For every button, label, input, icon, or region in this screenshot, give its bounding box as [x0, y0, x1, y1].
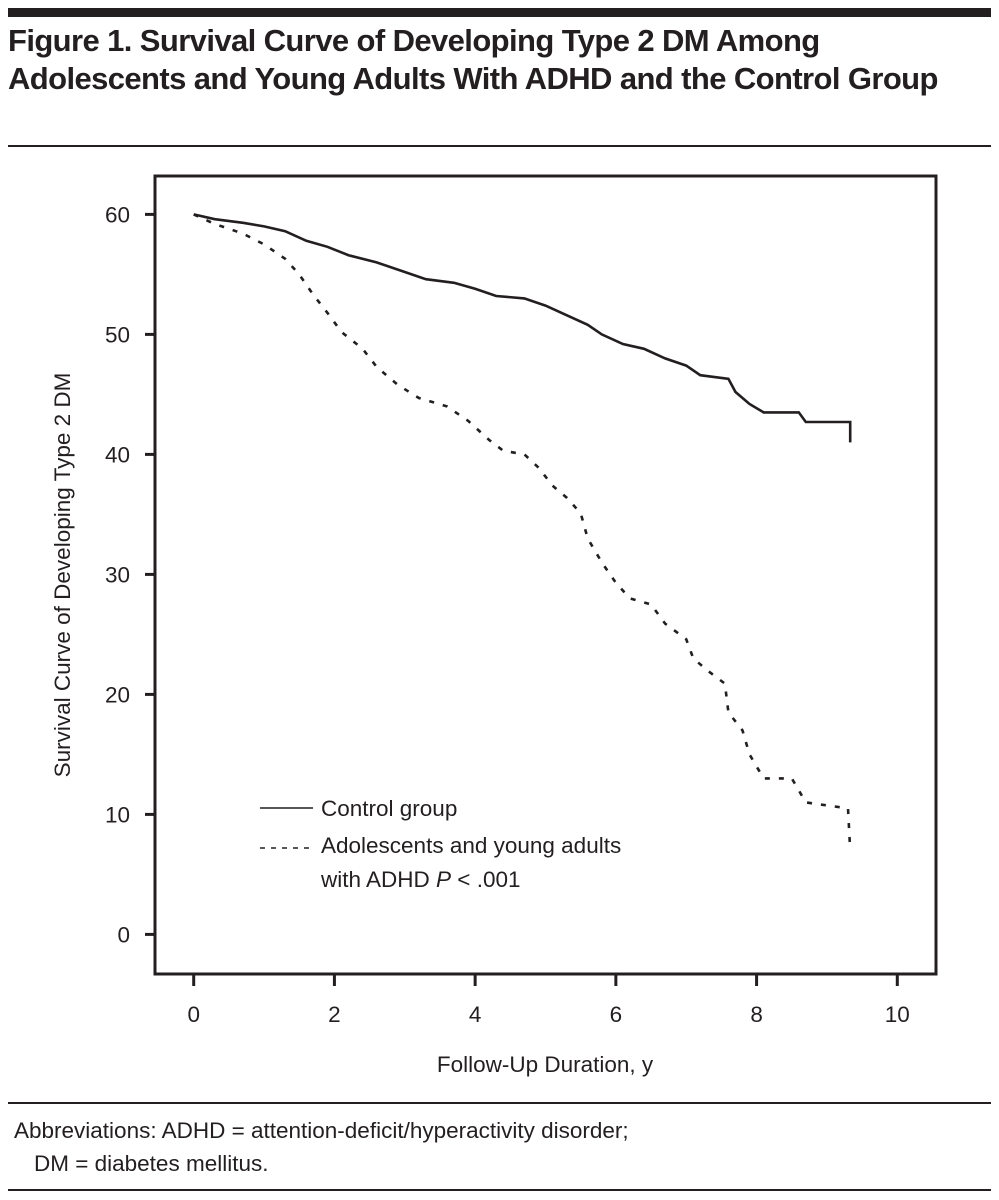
survival-chart: 0 10 20 30 40 50 60 0 2 4 6 8 10 Survival Curve of … [50, 174, 938, 1077]
y-tick-label: 20 [105, 682, 130, 707]
y-tick-label: 60 [105, 202, 130, 227]
x-tick-label: 2 [328, 1002, 341, 1027]
footer-rule-top [8, 1102, 991, 1104]
legend-label-adhd-line2: with ADHD P < .001 [320, 867, 520, 892]
x-tick-label: 0 [187, 1002, 200, 1027]
y-tick-label: 0 [117, 922, 130, 947]
x-axis: 0 2 4 6 8 10 [187, 974, 910, 1027]
abbreviations-line-1: Abbreviations: ADHD = attention-deficit/… [14, 1118, 629, 1143]
series-line-adhd [193, 213, 852, 851]
x-tick-label: 6 [610, 1002, 623, 1027]
y-axis-label: Survival Curve of Developing Type 2 DM [50, 373, 75, 778]
x-axis-label: Follow-Up Duration, y [437, 1052, 654, 1077]
figure-title: Figure 1. Survival Curve of Developing T… [8, 23, 938, 96]
legend-label-control: Control group [321, 796, 457, 821]
legend-p-value: < .001 [451, 867, 520, 892]
top-rule [8, 8, 991, 17]
title-rule [8, 145, 991, 147]
y-tick-label: 30 [105, 562, 130, 587]
legend-p-italic: P [436, 867, 451, 892]
y-axis: 0 10 20 30 40 50 60 [105, 202, 155, 947]
legend: Control group Adolescents and young adul… [260, 796, 621, 892]
x-tick-label: 4 [469, 1002, 482, 1027]
x-tick-label: 8 [750, 1002, 763, 1027]
legend-line2-prefix: with ADHD [320, 867, 436, 892]
y-tick-label: 50 [105, 322, 130, 347]
y-tick-label: 40 [105, 442, 130, 467]
abbreviations-note: Abbreviations: ADHD = attention-deficit/… [14, 1114, 974, 1180]
series-lines [193, 213, 852, 851]
series-line-control [193, 213, 852, 443]
footer-rule-bottom [8, 1189, 991, 1191]
x-tick-label: 10 [885, 1002, 910, 1027]
y-tick-label: 10 [105, 802, 130, 827]
abbreviations-line-2: DM = diabetes mellitus. [34, 1151, 269, 1176]
legend-label-adhd: Adolescents and young adults [321, 833, 621, 858]
